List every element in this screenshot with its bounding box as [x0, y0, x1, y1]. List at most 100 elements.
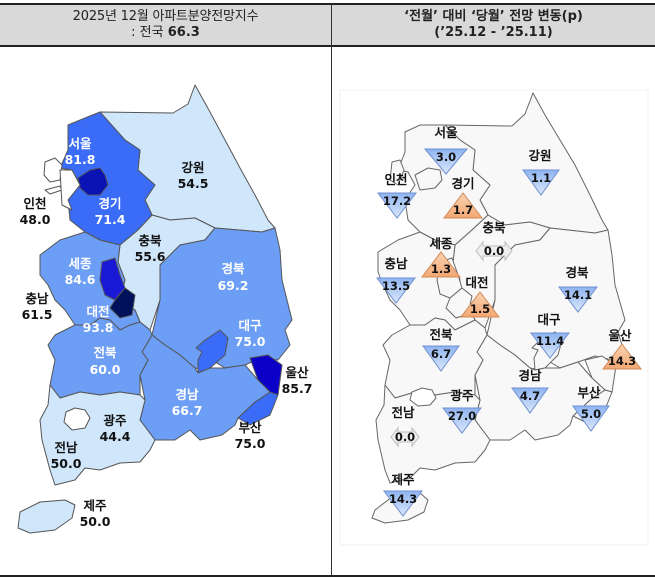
change-sejong: 1.3 [431, 262, 451, 276]
label-ulsan-value: 85.7 [282, 381, 313, 396]
region-seoul [77, 167, 109, 196]
arrow-flat-jeonnam [390, 426, 420, 448]
change-ulsan: 14.3 [608, 354, 636, 368]
outline-gwangju [409, 387, 437, 407]
label-daejeon-name: 대전 [86, 304, 109, 319]
label-sejong-value: 84.6 [65, 272, 96, 287]
label-seoul-name: 서울 [68, 136, 92, 151]
label-daegu-value: 75.0 [235, 334, 266, 349]
rlabel-gyeonggi-name: 경기 [451, 176, 474, 191]
label-chungbuk-value: 55.6 [135, 249, 166, 264]
arrow-up-ulsan [601, 343, 643, 370]
label-gwangju-name: 광주 [103, 413, 127, 428]
label-gyeongnam-value: 66.7 [172, 403, 203, 418]
national-value: 66.3 [167, 25, 200, 40]
label-sejong-name: 세종 [68, 256, 92, 271]
label-gwangju-value: 44.4 [100, 429, 131, 444]
arrow-up-gyeonggi [442, 192, 484, 219]
left-panel-header: 2025년 12월 아파트분양전망지수 : 전국 66.3 [0, 3, 331, 47]
change-incheon: 17.2 [383, 194, 411, 208]
label-gyeonggi-name: 경기 [98, 196, 121, 211]
arrow-down-gwangju [441, 407, 483, 434]
label-daejeon-value: 93.8 [83, 320, 114, 335]
left-header-subtitle: : 전국 66.3 [131, 25, 200, 41]
arrow-down-gangwon [522, 169, 560, 196]
change-gangwon: 1.1 [531, 171, 551, 185]
change-daegu: 11.4 [536, 334, 564, 348]
label-jeonnam-value: 50.0 [51, 456, 82, 471]
label-jeju-name: 제주 [83, 498, 107, 513]
change-gyeonggi: 1.7 [453, 203, 473, 217]
right-panel-header: ‘전월’ 대비 ‘당월’ 전망 변동(p) (’25.12 - ’25.11) [332, 3, 655, 47]
rlabel-chungnam-name: 충남 [384, 256, 408, 271]
rlabel-incheon-name: 인천 [384, 172, 407, 187]
arrow-up-sejong [420, 251, 462, 278]
arrow-down-gyeongnam [511, 387, 549, 414]
region-incheon-island-1 [43, 157, 63, 183]
label-jeju-value: 50.0 [80, 514, 111, 529]
rlabel-gyeongnam-name: 경남 [518, 368, 542, 383]
label-busan-value: 75.0 [235, 436, 266, 451]
arrow-down-jeonbuk [422, 345, 460, 372]
change-jeonnam: 0.0 [395, 430, 415, 444]
national-label: : 전국 [131, 25, 168, 40]
rlabel-sejong-name: 세종 [429, 236, 453, 251]
label-gyeongbuk-value: 69.2 [218, 278, 249, 293]
rlabel-gwangju-name: 광주 [450, 388, 474, 403]
rlabel-jeju-name: 제주 [391, 472, 415, 487]
label-ulsan-name: 울산 [285, 365, 309, 380]
label-busan-name: 부산 [238, 420, 262, 435]
change-chungnam: 13.5 [382, 279, 410, 293]
outline-seoul [414, 167, 443, 191]
region-incheon-coast [59, 169, 81, 211]
rlabel-seoul-name: 서울 [434, 125, 458, 140]
label-daegu-name: 대구 [238, 318, 262, 333]
label-incheon-name: 인천 [23, 196, 46, 211]
rlabel-gyeongbuk-name: 경북 [565, 265, 589, 280]
region-gwangju [63, 407, 91, 431]
label-incheon-value: 48.0 [20, 212, 51, 227]
rlabel-gangwon-name: 강원 [528, 148, 551, 163]
change-jeju: 14.3 [389, 492, 417, 506]
right-header-period: (’25.12 - ’25.11) [434, 25, 553, 40]
arrow-down-jeju [382, 490, 424, 517]
label-chungnam-value: 61.5 [22, 307, 53, 322]
bottom-rule [0, 575, 655, 577]
label-gyeongbuk-name: 경북 [221, 261, 245, 276]
arrow-down-chungnam [375, 277, 417, 304]
region-jeonnam [39, 384, 156, 486]
change-gwangju: 27.0 [448, 409, 476, 423]
label-seoul-value: 81.8 [65, 152, 96, 167]
left-choropleth-map: 서울 81.8 강원 54.5 인천 48.0 경기 71.4 충북 55.6 … [17, 84, 313, 534]
label-chungbuk-name: 충북 [138, 233, 162, 248]
arrow-up-daejeon [459, 291, 501, 318]
label-jeonbuk-value: 60.0 [90, 362, 121, 377]
arrow-down-seoul [423, 148, 469, 175]
left-header-title: 2025년 12월 아파트분양전망지수 [72, 9, 259, 24]
change-seoul: 3.0 [436, 150, 456, 164]
label-gyeongnam-name: 경남 [175, 387, 199, 402]
change-jeonbuk: 6.7 [431, 347, 451, 361]
rlabel-chungbuk-name: 충북 [482, 220, 506, 235]
region-jeju [17, 499, 76, 534]
label-gangwon-name: 강원 [181, 160, 204, 175]
rlabel-jeonnam-name: 전남 [391, 405, 415, 420]
label-jeonnam-name: 전남 [54, 440, 78, 455]
right-map-frame [339, 89, 649, 546]
right-change-map: 서울 강원 인천 경기 충북 세종 충남 대전 경북 대구 울산 전북 경남 부… [339, 89, 649, 546]
arrow-down-incheon [376, 192, 418, 219]
rlabel-busan-name: 부산 [577, 385, 601, 400]
change-chungbuk: 0.0 [484, 244, 504, 258]
arrow-down-busan [572, 405, 610, 432]
rlabel-jeonbuk-name: 전북 [429, 327, 453, 342]
region-incheon-island-2 [44, 185, 63, 195]
arrow-down-daegu [529, 332, 571, 359]
region-gyeongnam [139, 334, 271, 441]
change-busan: 5.0 [581, 407, 601, 421]
arrow-down-gyeongbuk [557, 286, 599, 313]
label-chungnam-name: 충남 [25, 291, 49, 306]
rlabel-daejeon-name: 대전 [465, 275, 488, 290]
panel-divider [331, 3, 332, 577]
outline-incheon-island [389, 159, 405, 186]
